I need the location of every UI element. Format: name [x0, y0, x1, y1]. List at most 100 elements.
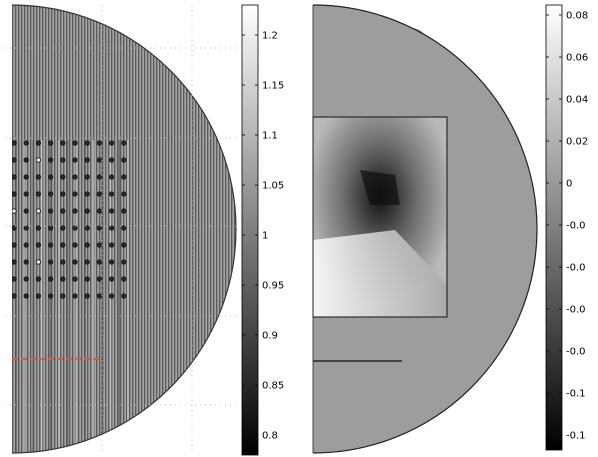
marker-point — [35, 208, 42, 214]
marker-point — [23, 225, 29, 231]
marker-point — [35, 225, 42, 231]
marker-point — [109, 157, 115, 163]
marker-point — [121, 259, 127, 265]
marker-point — [109, 276, 115, 282]
marker-point — [23, 140, 29, 146]
colorbar-tick-label: -0.0 — [566, 263, 586, 274]
marker-point — [47, 157, 54, 163]
marker-point — [12, 276, 17, 282]
marker-point — [96, 259, 103, 265]
marker-point — [12, 174, 17, 180]
marker-point — [23, 259, 29, 265]
marker-point — [35, 191, 42, 197]
left-marker-grid — [12, 140, 127, 299]
marker-point — [84, 259, 90, 265]
marker-point — [47, 174, 54, 180]
marker-point — [96, 191, 103, 197]
marker-point — [121, 276, 127, 282]
marker-point — [121, 225, 127, 231]
colorbar-tick-label: 1.1 — [262, 131, 278, 142]
left-colorbar-gradient — [241, 4, 259, 456]
marker-point — [109, 242, 115, 248]
marker-point — [47, 191, 54, 197]
right-colorbar-gradient — [545, 4, 563, 451]
marker-point — [23, 242, 29, 248]
marker-point — [96, 140, 103, 146]
colorbar-tick-label: -0.1 — [566, 431, 586, 442]
marker-point — [84, 208, 90, 214]
marker-point — [72, 174, 78, 180]
left-domain-outline — [11, 4, 237, 454]
right-plot — [312, 4, 538, 454]
marker-point — [72, 191, 78, 197]
marker-point — [12, 259, 17, 265]
marker-point — [109, 259, 115, 265]
marker-point — [84, 140, 90, 146]
marker-point — [12, 225, 17, 231]
marker-point — [12, 157, 17, 163]
colorbar-tick-label: 0.02 — [566, 137, 588, 148]
colorbar-tick-label: 1.2 — [262, 31, 278, 42]
marker-point — [109, 174, 115, 180]
marker-point — [23, 293, 29, 299]
marker-point — [35, 293, 42, 299]
right-colorbar-ticks: 0.08 0.06 0.04 0.02 0 -0.0 -0.0 -0.0 -0.0 -0.1 -0.… — [546, 11, 588, 442]
marker-point — [60, 174, 66, 180]
marker-point — [47, 259, 54, 265]
right-domain-outline — [312, 4, 538, 454]
marker-point — [72, 242, 78, 248]
colorbar-tick-label: -0.0 — [566, 305, 586, 316]
marker-point — [109, 140, 115, 146]
marker-point — [23, 157, 29, 163]
colorbar-tick-label: -0.0 — [566, 221, 586, 232]
marker-point — [72, 276, 78, 282]
colorbar-tick-label: -0.0 — [566, 347, 586, 358]
right-box-light-region — [313, 230, 447, 317]
right-inclusion-box — [312, 116, 448, 318]
marker-point — [12, 191, 17, 197]
marker-point — [84, 225, 90, 231]
colorbar-tick-label: 1.05 — [262, 181, 284, 192]
marker-point — [35, 242, 42, 248]
marker-point — [60, 259, 66, 265]
marker-point — [72, 208, 78, 214]
left-colorbar: 1.2 1.15 1.1 1.05 1 0.95 0.9 0.85 0.8 — [241, 4, 284, 456]
marker-point — [12, 208, 17, 214]
colorbar-tick-label: 1 — [262, 231, 268, 242]
marker-point — [23, 174, 29, 180]
marker-point — [47, 242, 54, 248]
marker-point — [121, 208, 127, 214]
marker-point — [72, 259, 78, 265]
marker-point — [60, 208, 66, 214]
marker-point — [35, 259, 42, 265]
marker-point — [96, 208, 103, 214]
marker-point — [72, 293, 78, 299]
colorbar-tick-label: 1.15 — [262, 81, 284, 92]
marker-point — [72, 140, 78, 146]
marker-point — [96, 174, 103, 180]
marker-point — [121, 191, 127, 197]
marker-point — [121, 157, 127, 163]
marker-point — [12, 242, 17, 248]
marker-point — [109, 191, 115, 197]
marker-point — [96, 225, 103, 231]
marker-point — [96, 157, 103, 163]
right-colorbar: 0.08 0.06 0.04 0.02 0 -0.0 -0.0 -0.0 -0.0 -0.1 -0.… — [545, 4, 588, 451]
marker-point — [35, 174, 42, 180]
colorbar-tick-label: 0.95 — [262, 281, 284, 292]
marker-point — [84, 276, 90, 282]
marker-point — [72, 157, 78, 163]
marker-point — [84, 174, 90, 180]
marker-point — [109, 293, 115, 299]
marker-point — [60, 157, 66, 163]
marker-point — [96, 293, 103, 299]
marker-point — [96, 242, 103, 248]
colorbar-tick-label: 0 — [566, 179, 572, 190]
marker-point — [35, 157, 42, 163]
marker-point — [96, 276, 103, 282]
colorbar-tick-label: 0.85 — [262, 381, 284, 392]
marker-point — [121, 140, 127, 146]
colorbar-tick-label: 0.06 — [566, 53, 588, 64]
marker-point — [12, 293, 17, 299]
colorbar-tick-label: -0.1 — [566, 389, 586, 400]
